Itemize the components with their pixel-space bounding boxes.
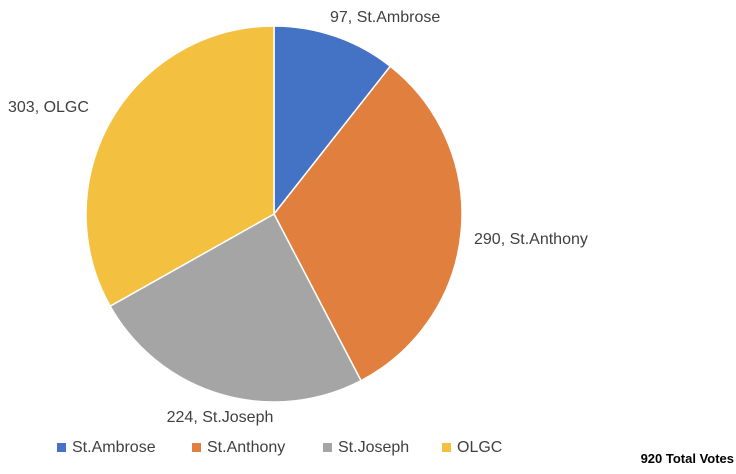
data-label: 290, St.Anthony <box>474 231 588 248</box>
legend-swatch <box>442 443 451 452</box>
legend-swatch <box>323 443 332 452</box>
data-label: 224, St.Joseph <box>167 409 274 426</box>
pie-slices <box>85 25 463 403</box>
pie-slice-st-joseph <box>109 212 363 403</box>
legend-swatch <box>57 443 66 452</box>
pie-slice-st-ambrose <box>273 25 392 217</box>
pie-slice-olgc <box>85 25 275 308</box>
legend-label: St.Joseph <box>338 439 409 456</box>
legend-label: St.Anthony <box>207 439 285 456</box>
legend-swatch <box>192 443 201 452</box>
legend-label: OLGC <box>457 439 502 456</box>
total-votes-label: 920 Total Votes <box>640 451 734 466</box>
legend-label: St.Ambrose <box>72 439 156 456</box>
data-labels: 97, St.Ambrose 290, St.Anthony 224, St.Jos… <box>8 9 588 426</box>
legend: St.Ambrose St.Anthony St.Joseph OLGC <box>57 439 502 456</box>
data-label: 303, OLGC <box>8 99 89 116</box>
data-label: 97, St.Ambrose <box>330 9 440 26</box>
pie-slice-st-anthony <box>273 65 463 382</box>
